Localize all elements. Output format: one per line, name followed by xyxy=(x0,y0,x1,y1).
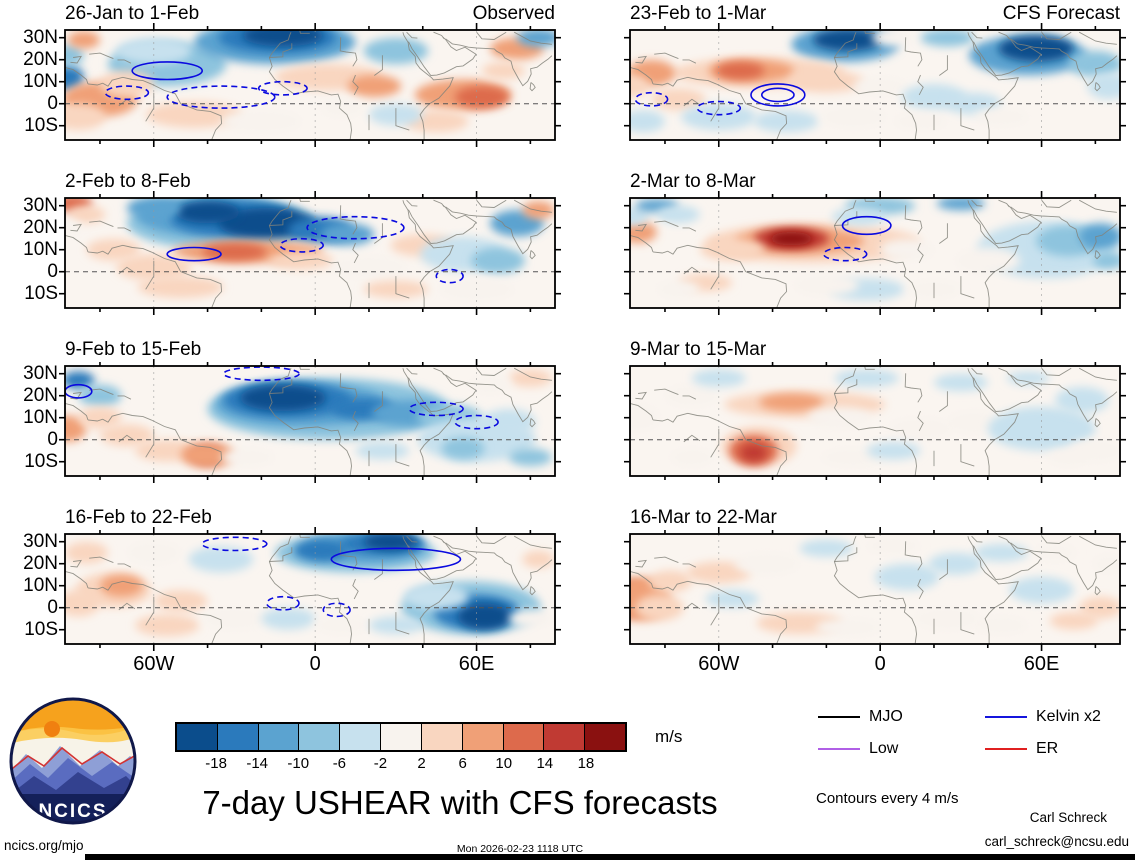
colorbar-tick-label: -18 xyxy=(205,755,227,772)
lat-axis-label: 30N xyxy=(23,194,58,216)
colorbar-cell xyxy=(177,724,218,750)
legend-line-icon xyxy=(985,715,1027,719)
panel-date-range: 16-Mar to 22-Mar xyxy=(630,507,777,528)
legend-label: Kelvin x2 xyxy=(1036,708,1101,725)
lon-axis-label: 0 xyxy=(874,653,886,675)
legend-item-kelvin-x2: Kelvin x2 xyxy=(985,708,1101,726)
ncics-logo: NCICS xyxy=(9,697,137,825)
colorbar-cell xyxy=(340,724,382,750)
lat-axis-label: 30N xyxy=(23,530,58,552)
lat-axis-label: 10N xyxy=(23,70,58,92)
colorbar-cell xyxy=(258,724,300,750)
map-panel-16-mar-to-22-mar xyxy=(623,527,1127,660)
panel-date-range: 2-Mar to 8-Mar xyxy=(630,171,756,192)
legend-line-icon xyxy=(818,715,860,719)
colorbar-cell xyxy=(585,724,625,750)
colorbar-cell xyxy=(421,724,463,750)
lat-axis-label: 30N xyxy=(23,362,58,384)
panel-date-range: 9-Mar to 15-Mar xyxy=(630,339,767,360)
lat-axis-label: 0 xyxy=(47,92,58,114)
map-panel-26-jan-to-1-feb xyxy=(58,23,562,156)
lat-axis-label: 0 xyxy=(47,260,58,282)
logo-sky-band-2 xyxy=(11,726,135,744)
panel-date-range: 23-Feb to 1-Mar xyxy=(630,3,767,24)
legend-line-icon xyxy=(818,747,860,751)
lat-axis-label: 0 xyxy=(47,596,58,618)
colorbar-tick-label: 10 xyxy=(495,755,513,772)
colorbar-cell xyxy=(462,724,504,750)
map-panel-9-feb-to-15-feb xyxy=(58,359,562,492)
colorbar-cell xyxy=(381,724,422,750)
lat-axis-label: 10S xyxy=(24,282,58,304)
lat-axis-label: 10S xyxy=(24,114,58,136)
colorbar-cell xyxy=(217,724,259,750)
lat-axis-label: 30N xyxy=(23,26,58,48)
timestamp: Mon 2026-02-23 1118 UTC xyxy=(456,843,584,855)
lon-axis-label: 60E xyxy=(458,653,495,675)
colorbar-cell xyxy=(299,724,341,750)
column-header: CFS Forecast xyxy=(1002,3,1120,24)
map-panel-16-feb-to-22-feb xyxy=(58,527,562,660)
panel-date-range: 16-Feb to 22-Feb xyxy=(65,507,212,528)
figure-title: 7-day USHEAR with CFS forecasts xyxy=(202,784,718,821)
legend-label: ER xyxy=(1036,740,1059,757)
colorbar-tick-label: -10 xyxy=(287,755,310,772)
legend-item-low: Low xyxy=(818,740,898,758)
contour-note: Contours every 4 m/s xyxy=(816,790,959,807)
colorbar: -18 -14 -10 -6 -2 2 6 10 14 18 xyxy=(175,722,627,776)
logo-sun-icon xyxy=(44,721,60,737)
logo-text: NCICS xyxy=(38,801,107,822)
lat-axis-label: 20N xyxy=(23,384,58,406)
bottom-bar xyxy=(85,854,1135,860)
colorbar-units: m/s xyxy=(655,727,683,746)
legend-item-mjo: MJO xyxy=(818,708,903,726)
lat-axis-label: 10S xyxy=(24,618,58,640)
lat-axis-label: 20N xyxy=(23,48,58,70)
map-panel-9-mar-to-15-mar xyxy=(623,359,1127,492)
colorbar-cell xyxy=(544,724,586,750)
lon-axis-label: 60E xyxy=(1023,653,1060,675)
lat-axis-label: 20N xyxy=(23,216,58,238)
legend-label: MJO xyxy=(869,708,903,725)
panel-date-range: 26-Jan to 1-Feb xyxy=(65,3,200,24)
map-panel-2-mar-to-8-mar xyxy=(623,191,1127,324)
map-panel-2-feb-to-8-feb xyxy=(58,191,562,324)
legend-label: Low xyxy=(869,740,899,757)
colorbar-tick-label: 2 xyxy=(417,755,426,772)
colorbar-tick-label: -14 xyxy=(246,755,269,772)
lon-axis-label: 60W xyxy=(133,653,175,675)
lat-axis-label: 10N xyxy=(23,574,58,596)
site-url: ncics.org/mjo xyxy=(4,838,84,853)
colorbar-tick-label: 6 xyxy=(458,755,467,772)
colorbar-tick-label: -2 xyxy=(373,755,388,772)
lat-axis-label: 20N xyxy=(23,552,58,574)
logo-ring xyxy=(9,697,137,825)
panel-date-range: 2-Feb to 8-Feb xyxy=(65,171,191,192)
lat-axis-label: 10N xyxy=(23,406,58,428)
legend-line-icon xyxy=(985,747,1027,751)
lat-axis-label: 0 xyxy=(47,428,58,450)
lon-axis-label: 60W xyxy=(698,653,740,675)
colorbar-tick-label: 14 xyxy=(536,755,554,772)
lat-axis-label: 10S xyxy=(24,450,58,472)
legend-item-er: ER xyxy=(985,740,1058,758)
colorbar-tick-label: -6 xyxy=(332,755,347,772)
credit-email: carl_schreck@ncsu.edu xyxy=(984,834,1129,849)
lon-axis-label: 0 xyxy=(309,653,321,675)
colorbar-tick-label: 18 xyxy=(577,755,595,772)
credit-name: Carl Schreck xyxy=(1029,810,1107,825)
lat-axis-label: 10N xyxy=(23,238,58,260)
map-panel-23-feb-to-1-mar xyxy=(623,23,1127,156)
colorbar-cell xyxy=(503,724,545,750)
column-header: Observed xyxy=(472,3,555,24)
logo-ridge-line xyxy=(11,746,135,773)
panel-date-range: 9-Feb to 15-Feb xyxy=(65,339,202,360)
